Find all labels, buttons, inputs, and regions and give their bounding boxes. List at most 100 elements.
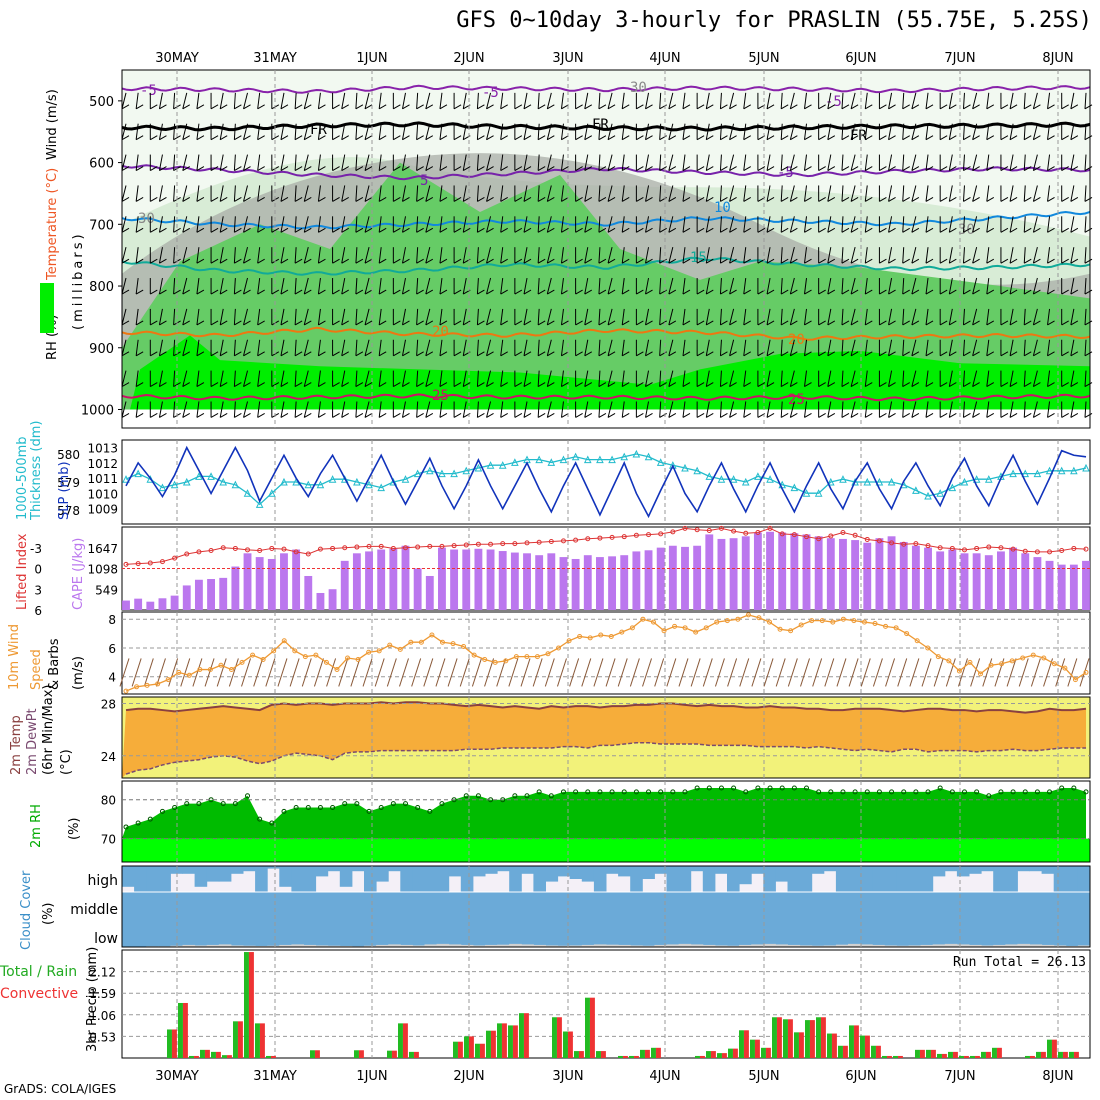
wind-barb-flag xyxy=(294,413,303,418)
cloud-high-bar xyxy=(860,866,873,892)
wind-barb-flag xyxy=(182,166,191,172)
wind-barb-flag xyxy=(294,258,303,264)
cloud-high-bar xyxy=(956,866,970,877)
wind-barb-10m xyxy=(459,658,470,687)
wind-barb-flag xyxy=(682,258,691,264)
wind-barb xyxy=(972,92,978,109)
wind-barb xyxy=(1084,370,1087,387)
wind-barb-flag xyxy=(1000,258,1009,264)
wind-barb-flag xyxy=(196,166,205,172)
wind-barb xyxy=(1084,401,1087,418)
wind-barb-flag xyxy=(986,289,995,295)
wind-barb-flag xyxy=(402,320,410,326)
wind-barb xyxy=(233,370,236,387)
cloud-low-bar xyxy=(436,943,450,947)
wind-barb xyxy=(486,401,492,418)
wind-barb-flag xyxy=(584,382,593,388)
wind-barb-flag xyxy=(210,382,219,388)
wind-barb xyxy=(364,277,370,295)
wind-barb-flag xyxy=(818,351,826,357)
wind-barb-flag xyxy=(986,166,995,172)
rh2m-tick: 80 xyxy=(101,794,116,808)
wind-barb-flag xyxy=(150,351,158,357)
wind-barb-flag xyxy=(219,166,228,172)
isotherm-label: -5 xyxy=(825,94,842,110)
wind-barb-10m xyxy=(593,658,604,687)
precip-convective-bar xyxy=(501,1023,507,1058)
wind-barb-flag xyxy=(135,320,144,326)
date-label-bottom: 30MAY xyxy=(155,1069,199,1084)
wind-barb-flag xyxy=(780,289,789,295)
wind-barb-flag xyxy=(150,166,158,172)
wind-barb xyxy=(659,216,662,233)
wind-barb xyxy=(257,401,261,418)
wind-barb xyxy=(1032,123,1038,140)
wind-barb-flag xyxy=(537,104,546,110)
wind-barb-flag xyxy=(1047,197,1055,202)
wind-barb xyxy=(780,216,783,233)
wind-barb-flag xyxy=(850,413,859,418)
cloud-low-bar xyxy=(1017,943,1030,947)
cape-bar xyxy=(875,538,884,610)
wind-barb-flag xyxy=(888,320,896,326)
cape-bar xyxy=(425,575,434,610)
wind-barb-flag xyxy=(790,197,798,202)
wind-barb-flag xyxy=(865,258,873,264)
rh2m-point xyxy=(828,789,834,795)
cape-bar xyxy=(547,553,556,610)
precip-total-bar xyxy=(453,1041,458,1058)
wind-barb-flag xyxy=(986,382,995,388)
wind-barb xyxy=(425,370,431,387)
wind-barb-flag xyxy=(378,166,387,172)
wind-barb-flag xyxy=(416,227,424,233)
wind-barb xyxy=(1047,401,1051,418)
wind-barb xyxy=(523,185,528,202)
wind-barb xyxy=(173,401,176,418)
precip-legend-total: Total / Rain xyxy=(0,964,77,980)
wind-barb-10m xyxy=(848,658,859,687)
wind-barb xyxy=(546,370,552,387)
wind-barb xyxy=(317,277,321,295)
wind-barb xyxy=(743,216,747,233)
wind-barb-flag xyxy=(818,382,826,388)
wind-barb xyxy=(364,92,370,109)
wind-barb-flag xyxy=(963,258,971,264)
wind-barb-flag xyxy=(234,258,242,264)
wind-barb-flag xyxy=(972,320,980,326)
precip-axis-title: 3hr Precip (mm) xyxy=(85,947,100,1052)
wind-barb-flag xyxy=(121,320,130,326)
wind-barb-flag xyxy=(659,258,667,264)
wind-barb xyxy=(121,123,127,140)
precip-total-bar xyxy=(761,1047,766,1058)
wind-barb xyxy=(766,154,771,171)
precip-convective-bar xyxy=(622,1055,628,1058)
wind-barb-flag xyxy=(537,289,546,295)
precip-convective-bar xyxy=(655,1047,661,1058)
wind-barb xyxy=(219,308,224,325)
wind-barb-flag xyxy=(196,258,205,264)
precip-total-bar xyxy=(948,1051,953,1058)
cape-bar xyxy=(1069,564,1078,610)
rh2m-point xyxy=(1047,789,1053,795)
wind-barb-flag xyxy=(841,351,850,357)
wind-barb-flag xyxy=(696,258,705,264)
wind-barb xyxy=(841,92,844,109)
wind-barb-flag xyxy=(547,382,555,388)
wind-barb xyxy=(1009,216,1014,233)
cape-bar xyxy=(231,566,240,610)
precip-convective-bar xyxy=(314,1050,320,1058)
wind-barb-flag xyxy=(911,197,920,202)
wind-barb-flag xyxy=(453,227,462,233)
wind-barb xyxy=(1023,216,1026,233)
wind-barb-flag xyxy=(743,351,751,357)
wind-barb-flag xyxy=(500,258,508,264)
wind-barb-flag xyxy=(621,104,630,110)
isotherm-line xyxy=(121,256,1091,276)
precip-convective-bar xyxy=(1073,1051,1079,1058)
wind-barb-flag xyxy=(378,351,387,357)
cape-bar xyxy=(535,555,544,610)
wind-barb xyxy=(645,277,650,295)
precip-convective-bar xyxy=(864,1035,870,1058)
cloud-low-bar xyxy=(799,945,813,947)
cloud-low-bar xyxy=(714,945,728,947)
